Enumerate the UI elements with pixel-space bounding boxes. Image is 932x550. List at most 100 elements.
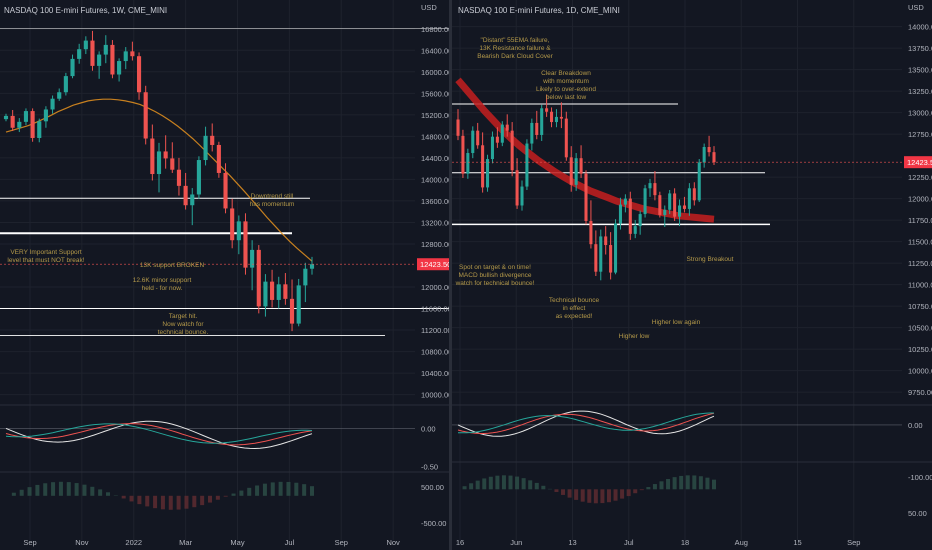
histogram-tick-label: 500.00 <box>421 483 444 492</box>
histogram-bar <box>66 482 71 496</box>
price-tick-label: 16800.00 <box>421 25 449 34</box>
histogram-bar <box>247 487 252 496</box>
price-tick-label: 16000.00 <box>421 68 449 77</box>
price-tick-label: 11600.00 <box>421 305 449 314</box>
histogram-tick-label: -500.00 <box>421 519 446 528</box>
annotation-text: Downtrend still has momentum <box>250 193 295 208</box>
price-tick-label: 9750.00 <box>908 388 932 397</box>
candle <box>230 208 235 241</box>
candle <box>510 130 514 171</box>
candle <box>707 147 711 153</box>
histogram-bar <box>488 476 493 490</box>
candle <box>540 108 544 135</box>
histogram-bar <box>666 478 671 490</box>
histogram-bar <box>286 481 291 496</box>
annotation-text-line: Downtrend still <box>251 193 294 200</box>
candle <box>123 51 128 62</box>
histogram-bar <box>672 477 677 490</box>
price-tick-label: 10500.00 <box>908 324 932 333</box>
time-axis-label: Sep <box>23 538 36 547</box>
weekly-chart[interactable]: USD 16800.00 16400.00 16000.00 15600.00 15200… <box>0 0 449 550</box>
histogram-bar <box>574 489 579 500</box>
histogram-bar <box>278 481 283 496</box>
time-axis-label: Nov <box>386 538 400 547</box>
price-tick-label: 14000.00 <box>421 175 449 184</box>
histogram-bar <box>121 495 126 499</box>
histogram-bar <box>231 493 236 496</box>
macd-tick-label: -0.50 <box>421 462 438 471</box>
macd-tick-label: 0.00 <box>421 424 436 433</box>
price-tick-label: 10400.00 <box>421 369 449 378</box>
candle <box>687 188 691 209</box>
price-tick-label: 14000.00 <box>908 23 932 32</box>
candle <box>276 284 281 300</box>
annotation-text-line: technical bounce. <box>158 329 209 336</box>
histogram-bar <box>679 475 684 490</box>
candle <box>289 298 295 324</box>
price-tick-label: 12000.00 <box>421 283 449 292</box>
histogram-bar <box>462 486 467 490</box>
annotation-text-line: Clear Breakdown <box>541 70 591 77</box>
price-tick-label: 10250.00 <box>908 345 932 354</box>
annotation-text-line: VERY Important Support <box>10 249 81 256</box>
price-tick-label: 11500.00 <box>908 238 932 247</box>
candle <box>17 121 22 128</box>
daily-chart[interactable]: USD 14000.00 13750.00 13500.00 13250.00 13000… <box>452 0 932 550</box>
histogram-bar <box>501 475 506 490</box>
candle <box>461 135 465 174</box>
candle <box>490 136 494 160</box>
annotation-text-line: in effect <box>563 305 586 312</box>
time-axis-label: Nov <box>75 538 89 547</box>
histogram-bar <box>215 495 220 500</box>
candle <box>574 158 578 185</box>
macd-line <box>5 423 313 446</box>
annotation-text: Higher low <box>619 333 650 340</box>
candle <box>103 44 108 55</box>
annotation-text-line: held - for now. <box>142 285 183 292</box>
candle <box>530 122 534 144</box>
candle <box>554 116 558 123</box>
histogram-bar <box>626 489 631 497</box>
price-tick-label: 13600.00 <box>421 197 449 206</box>
price-tick-label: 11750.00 <box>908 216 932 225</box>
price-tick-label: 15600.00 <box>421 89 449 98</box>
histogram-bar <box>223 495 228 497</box>
candle <box>77 49 82 59</box>
pane-divider[interactable] <box>449 0 452 550</box>
candle <box>190 194 195 206</box>
annotation-text-line: Technical bounce <box>549 297 600 304</box>
annotation-text-line: watch for technical bounce! <box>455 280 535 287</box>
candle <box>250 249 255 268</box>
price-tick-label: 13250.00 <box>908 87 932 96</box>
annotation-text: Strong Breakout <box>687 256 734 263</box>
histogram-bar <box>469 483 474 490</box>
histogram-bar <box>11 492 16 496</box>
candle <box>658 195 662 215</box>
price-tick-label: 12750.00 <box>908 130 932 139</box>
annotation-text-line: Now watch for <box>162 321 204 328</box>
candle <box>223 172 228 209</box>
candle <box>456 119 460 136</box>
candle <box>476 130 480 146</box>
time-axis-label: Sep <box>847 538 860 547</box>
candle <box>623 198 627 205</box>
histogram-bar <box>58 481 63 496</box>
candle <box>210 135 215 145</box>
candle <box>550 111 554 123</box>
candle <box>678 205 682 217</box>
candle <box>283 284 288 299</box>
histogram-bar <box>294 482 299 496</box>
price-tick-label: 13000.00 <box>908 109 932 118</box>
histogram-bar <box>482 478 487 490</box>
annotation-text: Technical bounce in effect as expected! <box>549 297 600 320</box>
candle <box>156 151 162 175</box>
annotation-text: 13K support BROKEN <box>140 262 205 269</box>
candle <box>243 221 248 268</box>
histogram-bar <box>35 484 40 496</box>
histogram-bar <box>528 480 533 490</box>
candle <box>296 285 301 324</box>
histogram-bar <box>508 475 513 490</box>
time-axis-label: May <box>230 538 244 547</box>
candle <box>236 221 241 241</box>
